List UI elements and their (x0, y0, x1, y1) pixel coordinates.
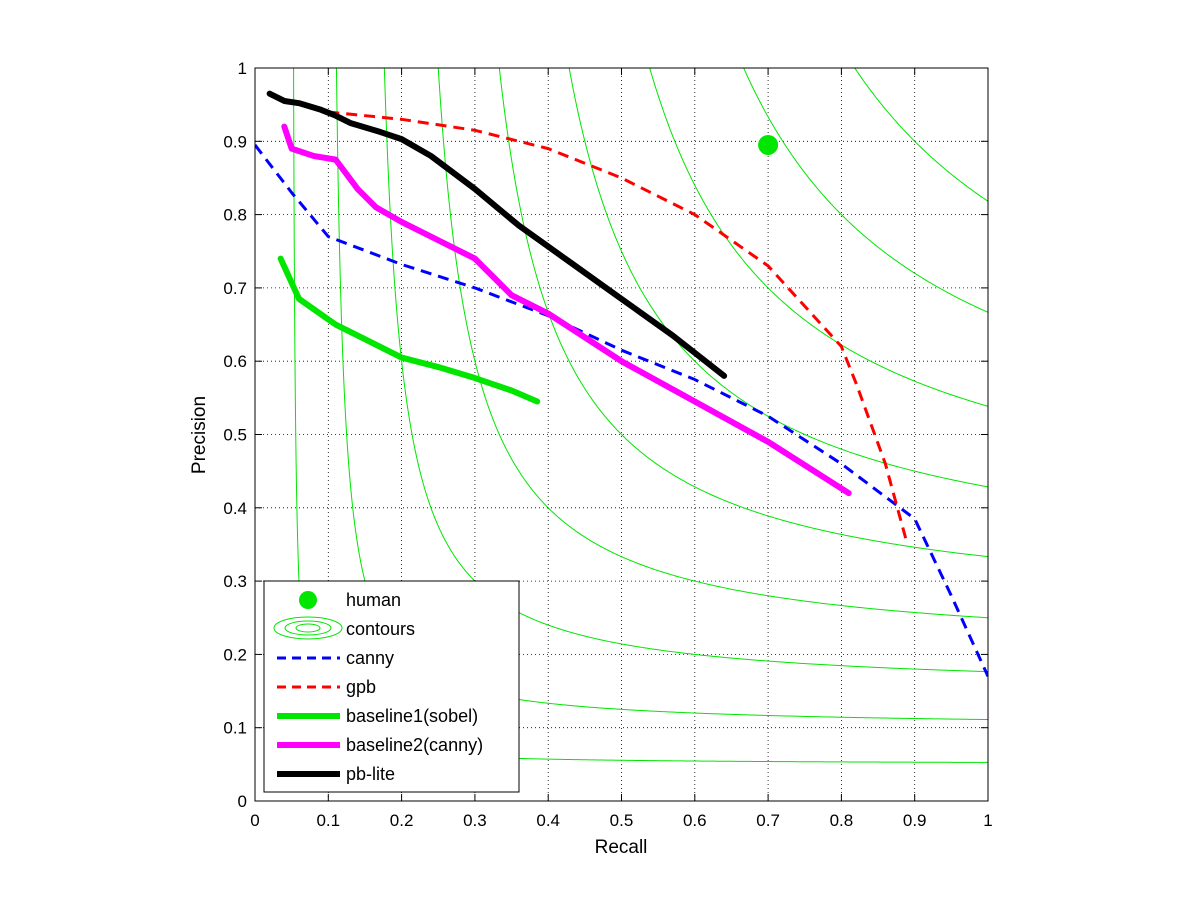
legend-label-baseline2: baseline2(canny) (346, 735, 483, 755)
x-tick-label: 0.9 (903, 811, 927, 830)
x-axis-label: Recall (595, 837, 648, 858)
human-point (758, 134, 779, 155)
iso-f-contour (854, 68, 988, 202)
x-tick-label: 1 (983, 811, 992, 830)
y-tick-label: 1 (238, 59, 247, 78)
series-line-pb-lite (266, 90, 728, 379)
legend-label-human: human (346, 590, 401, 610)
x-tick-label: 0.1 (316, 811, 340, 830)
x-tick-label: 0.7 (756, 811, 780, 830)
x-tick-label: 0.6 (683, 811, 707, 830)
iso-f-contour (743, 68, 988, 313)
legend-label-gpb: gpb (346, 677, 376, 697)
tick-marks (254, 67, 989, 802)
x-tick-label: 0.8 (830, 811, 854, 830)
y-tick-label: 0.5 (223, 426, 247, 445)
x-tick-label: 0.4 (536, 811, 560, 830)
series-line-canny (255, 144, 988, 678)
legend-label-baseline1: baseline1(sobel) (346, 706, 478, 726)
legend-label-canny: canny (346, 648, 394, 668)
y-tick-label: 0.6 (223, 352, 247, 371)
iso-f-contour (649, 68, 988, 407)
human-group (758, 134, 779, 155)
legend-contours-icon (273, 616, 343, 640)
legend-label-pblite: pb-lite (346, 764, 395, 784)
y-tick-label: 0.9 (223, 132, 247, 151)
y-tick-label: 0 (238, 792, 247, 811)
series-line-baseline2-canny- (281, 123, 852, 497)
y-tick-label: 0.8 (223, 206, 247, 225)
y-tick-labels: 0 0.1 0.2 0.3 0.4 0.5 0.6 0.7 0.8 0.9 1 (223, 59, 247, 811)
y-tick-label: 0.4 (223, 499, 247, 518)
y-tick-label: 0.1 (223, 719, 247, 738)
series-line-gpb (328, 110, 909, 545)
iso-f-contour (568, 68, 988, 488)
series-group (255, 90, 988, 678)
y-axis-label: Precision (189, 396, 210, 474)
y-tick-label: 0.7 (223, 279, 247, 298)
series-line-baseline1-sobel- (277, 255, 541, 405)
y-tick-label: 0.2 (223, 645, 247, 664)
x-tick-label: 0.5 (610, 811, 634, 830)
x-tick-label: 0.2 (390, 811, 414, 830)
legend: human contours canny gpb baseline1(sobel… (263, 580, 520, 793)
iso-f-contour (383, 68, 988, 673)
legend-human-marker (299, 591, 317, 609)
iso-f-contour (437, 68, 988, 619)
y-tick-label: 0.3 (223, 572, 247, 591)
x-tick-label: 0 (250, 811, 259, 830)
x-tick-label: 0.3 (463, 811, 487, 830)
legend-box (263, 580, 520, 793)
legend-label-contours: contours (346, 619, 415, 639)
x-tick-labels: 0 0.1 0.2 0.3 0.4 0.5 0.6 0.7 0.8 0.9 1 (250, 811, 992, 830)
